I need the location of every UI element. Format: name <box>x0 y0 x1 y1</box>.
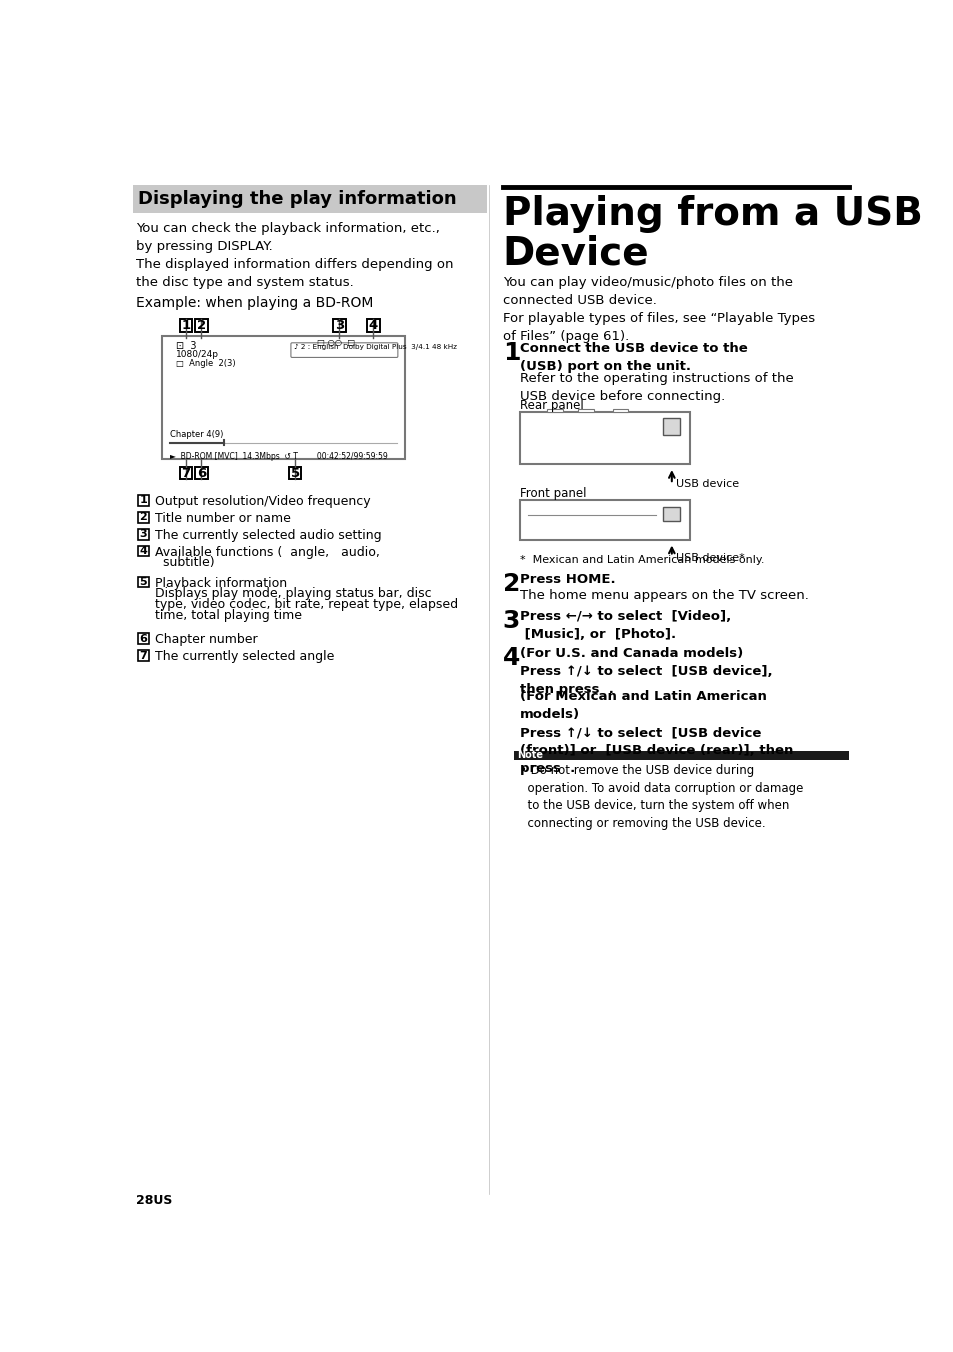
Text: Displaying the play information: Displaying the play information <box>137 191 456 208</box>
Text: 3: 3 <box>502 608 519 633</box>
Text: 1: 1 <box>139 495 147 506</box>
Text: Press HOME.: Press HOME. <box>519 573 615 587</box>
FancyBboxPatch shape <box>578 408 593 412</box>
Text: 1: 1 <box>181 319 191 333</box>
FancyBboxPatch shape <box>162 337 405 460</box>
FancyBboxPatch shape <box>546 408 562 412</box>
Text: time, total playing time: time, total playing time <box>154 608 301 622</box>
Text: *  Mexican and Latin American models only.: * Mexican and Latin American models only… <box>519 554 763 565</box>
Text: The home menu appears on the TV screen.: The home menu appears on the TV screen. <box>519 589 808 602</box>
Text: Refer to the operating instructions of the
USB device before connecting.: Refer to the operating instructions of t… <box>519 372 793 403</box>
Text: □  Angle  2(3): □ Angle 2(3) <box>175 360 235 368</box>
Text: 7: 7 <box>139 650 147 661</box>
FancyBboxPatch shape <box>291 343 397 357</box>
FancyBboxPatch shape <box>137 512 149 523</box>
Text: 7: 7 <box>181 466 191 480</box>
Text: Displays play mode, playing status bar, disc: Displays play mode, playing status bar, … <box>154 587 431 600</box>
FancyBboxPatch shape <box>179 468 192 480</box>
Text: 1080/24p: 1080/24p <box>175 350 218 360</box>
Text: 2: 2 <box>196 319 206 333</box>
FancyBboxPatch shape <box>519 499 690 539</box>
Text: Title number or name: Title number or name <box>154 512 291 525</box>
Text: USB device*: USB device* <box>676 553 744 564</box>
FancyBboxPatch shape <box>662 507 679 521</box>
Text: 3: 3 <box>335 319 344 333</box>
FancyBboxPatch shape <box>137 529 149 539</box>
Text: Playback information: Playback information <box>154 576 287 589</box>
Text: Press ←/→ to select  [Video],
 [Music], or  [Photo].: Press ←/→ to select [Video], [Music], or… <box>519 610 730 641</box>
Text: Connect the USB device to the
(USB) port on the unit.: Connect the USB device to the (USB) port… <box>519 342 747 373</box>
Text: Front panel: Front panel <box>519 487 586 500</box>
Text: Example: when playing a BD-ROM: Example: when playing a BD-ROM <box>136 296 374 310</box>
Text: 6: 6 <box>196 466 206 480</box>
Text: Output resolution/Video frequency: Output resolution/Video frequency <box>154 495 370 508</box>
FancyBboxPatch shape <box>137 576 149 587</box>
Text: 6: 6 <box>139 634 147 644</box>
FancyBboxPatch shape <box>179 319 192 331</box>
Text: • Do not remove the USB device during
  operation. To avoid data corruption or d: • Do not remove the USB device during op… <box>519 764 802 830</box>
FancyBboxPatch shape <box>195 319 208 331</box>
Text: (For Mexican and Latin American
models)
Press ↑/↓ to select  [USB device
(front): (For Mexican and Latin American models) … <box>519 691 793 776</box>
FancyBboxPatch shape <box>137 546 149 557</box>
Text: Chapter number: Chapter number <box>154 634 257 646</box>
Text: 5: 5 <box>139 577 147 587</box>
Text: (For U.S. and Canada models)
Press ↑/↓ to select  [USB device],
then press  .: (For U.S. and Canada models) Press ↑/↓ t… <box>519 648 772 696</box>
Text: 2: 2 <box>502 572 519 596</box>
Text: 4: 4 <box>502 646 519 669</box>
Text: □ ○○  □: □ ○○ □ <box>316 338 355 347</box>
FancyBboxPatch shape <box>519 412 690 464</box>
Text: 5: 5 <box>291 466 299 480</box>
FancyBboxPatch shape <box>612 408 628 412</box>
Text: 4: 4 <box>139 546 147 556</box>
FancyBboxPatch shape <box>367 319 379 331</box>
Text: 4: 4 <box>369 319 377 333</box>
Text: The currently selected audio setting: The currently selected audio setting <box>154 529 381 542</box>
FancyBboxPatch shape <box>514 750 848 760</box>
FancyBboxPatch shape <box>137 650 149 661</box>
Text: 2: 2 <box>139 512 147 522</box>
Text: You can check the playback information, etc.,
by pressing DISPLAY.
The displayed: You can check the playback information, … <box>136 222 454 289</box>
Text: ►  BD-ROM [MVC]  14.3Mbps  ↺ T        00:42:52/99:59:59: ► BD-ROM [MVC] 14.3Mbps ↺ T 00:42:52/99:… <box>170 452 387 461</box>
Text: Note: Note <box>517 750 543 760</box>
Text: Rear panel: Rear panel <box>519 399 583 412</box>
Text: USB device: USB device <box>676 480 739 489</box>
Text: subtitle): subtitle) <box>154 557 214 569</box>
Text: The currently selected angle: The currently selected angle <box>154 650 334 664</box>
Text: 1: 1 <box>502 341 519 365</box>
FancyBboxPatch shape <box>137 634 149 645</box>
FancyBboxPatch shape <box>333 319 345 331</box>
Text: ♪ 2 : English  Dolby Digital Plus  3/4.1 48 kHz: ♪ 2 : English Dolby Digital Plus 3/4.1 4… <box>294 343 456 350</box>
FancyBboxPatch shape <box>289 468 301 480</box>
FancyBboxPatch shape <box>133 185 486 214</box>
Text: Chapter 4(9): Chapter 4(9) <box>170 430 223 439</box>
Text: You can play video/music/photo files on the
connected USB device.
For playable t: You can play video/music/photo files on … <box>502 276 814 343</box>
FancyBboxPatch shape <box>137 495 149 506</box>
Text: Playing from a USB
Device: Playing from a USB Device <box>502 195 922 273</box>
FancyBboxPatch shape <box>662 418 679 435</box>
Text: ⊡  3: ⊡ 3 <box>175 341 196 352</box>
Text: Available functions (  angle,   audio,: Available functions ( angle, audio, <box>154 546 379 558</box>
FancyBboxPatch shape <box>195 468 208 480</box>
Text: type, video codec, bit rate, repeat type, elapsed: type, video codec, bit rate, repeat type… <box>154 598 457 611</box>
Text: 28US: 28US <box>136 1194 172 1207</box>
Text: 3: 3 <box>139 529 147 539</box>
